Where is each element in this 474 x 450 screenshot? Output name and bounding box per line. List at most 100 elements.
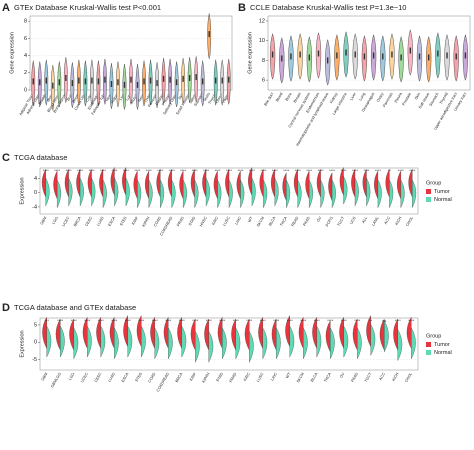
x-tick-label: KIRC [243, 372, 251, 382]
box [372, 52, 375, 59]
chart-title: GTEx Database Kruskal-Wallis test P<0.00… [14, 3, 161, 12]
significance: **** [226, 169, 232, 173]
box [162, 75, 165, 82]
half-violin [352, 318, 358, 351]
significance: **** [66, 169, 72, 173]
box [317, 50, 320, 57]
half-violin [262, 327, 268, 359]
y-tick-label: 0 [24, 87, 27, 93]
box [130, 76, 132, 83]
plot-frame [39, 167, 419, 215]
significance: **** [287, 319, 293, 323]
half-violin [148, 179, 153, 208]
y-tick-label: 4 [34, 176, 37, 182]
box [45, 77, 47, 84]
half-violin [141, 325, 146, 358]
half-violin [99, 168, 104, 198]
half-violin [55, 318, 61, 351]
x-tick-label: LIHC [234, 216, 242, 226]
x-tick-label: ESCA [121, 372, 130, 383]
half-violin [397, 328, 403, 361]
x-tick-label: HNSC [199, 216, 208, 228]
y-tick-label: -5 [32, 357, 37, 363]
box [65, 74, 67, 81]
half-violin [274, 177, 279, 206]
significance: **** [341, 169, 347, 173]
x-tick-label: Kidney [329, 92, 338, 104]
x-tick-label: TGCT [337, 215, 346, 227]
half-violin [190, 318, 196, 351]
box [97, 78, 100, 85]
significance: **** [409, 169, 415, 173]
half-violin [384, 320, 389, 352]
half-violin [343, 175, 348, 205]
significance: **** [100, 169, 106, 173]
x-tick-label: Bladder [38, 91, 48, 105]
x-tick-label: LUAD [96, 216, 105, 227]
half-violin [276, 327, 281, 359]
box [455, 53, 457, 60]
x-tick-label: Colon [85, 92, 93, 103]
y-tick-label: 5 [34, 322, 37, 328]
half-violin [171, 179, 176, 208]
half-violin [57, 179, 61, 208]
half-violin [351, 168, 356, 198]
half-violin [293, 168, 298, 198]
significance: ns [382, 319, 386, 323]
box [437, 50, 439, 57]
half-violin [411, 327, 416, 359]
panel-label: A [2, 2, 10, 14]
x-tick-label: BRCA [175, 372, 184, 384]
significance: **** [318, 169, 324, 173]
x-tick-label: KIPAN [142, 216, 151, 228]
half-violin [45, 177, 50, 206]
half-violin [194, 179, 199, 208]
x-tick-label: Prostate [402, 92, 413, 106]
half-violin [127, 325, 133, 358]
y-tick-label: 6 [262, 78, 265, 84]
x-tick-label: KICH [391, 372, 399, 382]
x-tick-label: Liver [119, 91, 127, 101]
half-violin [205, 177, 210, 206]
significance: **** [54, 169, 60, 173]
x-tick-label: OV [339, 372, 345, 379]
half-violin [370, 323, 376, 356]
box [326, 57, 329, 64]
significance: **** [169, 169, 175, 173]
half-violin [316, 168, 321, 198]
x-tick-label: BLCA [268, 216, 277, 227]
half-violin [263, 179, 268, 208]
x-tick-label: PAAD [302, 216, 311, 227]
half-violin [282, 172, 287, 201]
x-tick-label: GBMLGG [50, 372, 62, 388]
significance: **** [408, 319, 414, 323]
panel-label: D [2, 302, 10, 314]
box [58, 79, 61, 86]
half-violin [125, 177, 130, 206]
panel-label: B [238, 2, 246, 14]
box [104, 76, 106, 83]
significance: **** [295, 169, 301, 173]
x-tick-label: Bone [285, 92, 293, 102]
x-tick-label: Bile duct [264, 91, 275, 106]
y-axis-label: Gene expression [9, 32, 15, 74]
box [336, 52, 338, 59]
significance: **** [43, 169, 49, 173]
box [446, 52, 448, 59]
x-tick-label: KIRP [189, 372, 197, 382]
significance: **** [134, 169, 140, 173]
x-tick-label: Skin [414, 92, 421, 100]
half-violin [354, 177, 359, 206]
y-tick-label: 6 [24, 36, 27, 42]
half-violin [100, 325, 106, 358]
x-tick-label: LIHC [270, 372, 278, 382]
x-tick-label: Blood [275, 92, 283, 102]
x-tick-label: PCPG [325, 216, 334, 227]
half-violin [60, 325, 65, 358]
plot-frame [267, 15, 471, 91]
x-tick-label: LUSC [256, 372, 265, 383]
half-violin [325, 320, 331, 352]
half-violin [331, 179, 336, 208]
panel-label: C [2, 152, 10, 164]
x-tick-label: COAD [153, 216, 162, 228]
